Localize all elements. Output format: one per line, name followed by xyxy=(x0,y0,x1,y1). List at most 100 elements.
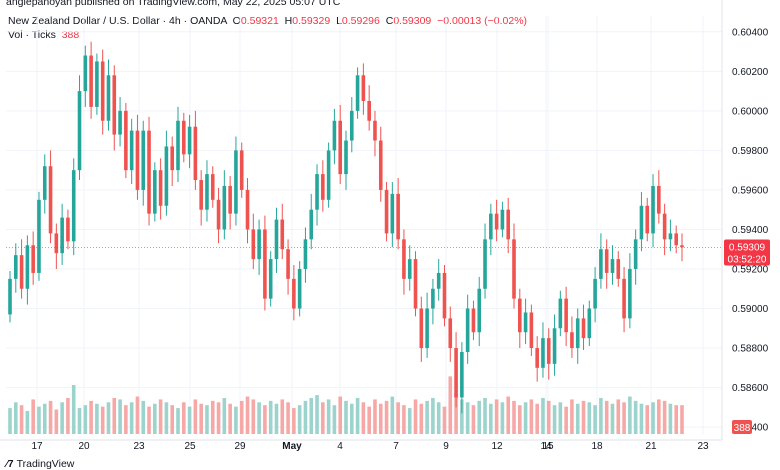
candle-body xyxy=(42,166,47,200)
candle-body xyxy=(413,259,418,309)
volume-bar xyxy=(257,402,261,434)
volume-bar xyxy=(610,403,615,434)
candle-body xyxy=(193,126,198,181)
volume-bar xyxy=(263,405,267,434)
close-value: 0.59309 xyxy=(393,15,432,27)
candle-body xyxy=(425,308,429,349)
volume-bar xyxy=(454,393,458,434)
candle-body xyxy=(407,259,412,279)
volume-bar xyxy=(645,405,650,434)
volume-bar xyxy=(361,402,366,434)
x-tick-label: 23 xyxy=(133,441,145,452)
volume-bar xyxy=(616,399,621,434)
candle-body xyxy=(71,170,76,242)
candle-body xyxy=(239,150,244,190)
candle-body xyxy=(338,120,343,175)
candle-body xyxy=(402,239,406,279)
volume-bar xyxy=(529,399,534,434)
candle-body xyxy=(570,332,574,349)
volume-bar xyxy=(31,399,35,434)
candle-body xyxy=(622,278,626,319)
volume-bar xyxy=(552,405,557,434)
volume-bar xyxy=(153,403,157,434)
volume-bar xyxy=(494,399,499,434)
volume-bar xyxy=(210,400,215,434)
volume-bar xyxy=(13,402,18,434)
candle-body xyxy=(205,174,209,210)
volume-bar xyxy=(483,397,487,434)
candle-body xyxy=(210,174,215,200)
candle-body xyxy=(610,259,615,273)
volume-bar xyxy=(54,409,59,434)
volume-bar xyxy=(604,400,609,434)
candle-body xyxy=(639,205,644,240)
volume-bar xyxy=(25,410,30,434)
volume-bar xyxy=(680,405,684,434)
volume-bar xyxy=(546,400,551,434)
candle-body xyxy=(657,185,661,214)
candle-body xyxy=(286,249,290,279)
candle-body xyxy=(535,348,539,368)
volume-bar xyxy=(407,408,412,434)
candle-body xyxy=(645,205,650,234)
published-line: anglepanoyan published on TradingView.co… xyxy=(6,0,341,8)
volume-bar xyxy=(367,406,371,434)
volume-bar xyxy=(135,396,140,434)
candle-body xyxy=(593,278,597,309)
volume-bar xyxy=(349,403,354,434)
candle-body xyxy=(361,75,366,101)
x-tick-label: 12 xyxy=(491,441,503,452)
candle-body xyxy=(228,185,232,214)
candle-body xyxy=(378,140,383,190)
volume-bar xyxy=(95,403,99,434)
candle-body xyxy=(460,351,464,398)
volume-bar xyxy=(286,402,290,434)
candle-body xyxy=(564,298,568,333)
volume-bar xyxy=(8,408,12,434)
x-tick-label: 20 xyxy=(78,441,90,452)
volume-bar xyxy=(431,397,435,434)
candle-body xyxy=(187,126,192,155)
volume-bar xyxy=(465,402,470,434)
price-axis[interactable]: 0.60400 0.60200 0.60000 0.59800 0.59600 0.594… xyxy=(732,27,769,433)
volume-bar xyxy=(570,399,574,434)
symbol-name[interactable]: New Zealand Dollar / U.S. Dollar · 4h · … xyxy=(8,15,227,27)
candle-body xyxy=(599,249,603,279)
x-tick-label: May xyxy=(282,441,302,452)
volume-bar xyxy=(413,399,418,434)
candle-body xyxy=(222,185,227,230)
open-label: O xyxy=(232,15,241,27)
candle-body xyxy=(251,229,256,260)
volume-bar xyxy=(118,399,122,434)
candle-body xyxy=(181,120,186,155)
candle-body xyxy=(292,278,296,309)
volume-bar xyxy=(19,405,24,434)
candle-body xyxy=(257,229,261,260)
volume-bar xyxy=(384,400,389,434)
volume-bar xyxy=(303,400,308,434)
candle-body xyxy=(153,170,157,214)
candle-body xyxy=(575,318,580,349)
volume-bar xyxy=(222,397,227,434)
volume-bar xyxy=(199,403,203,434)
candle-body xyxy=(344,140,348,175)
volume-bar xyxy=(489,403,493,434)
volume-bar xyxy=(662,400,667,434)
y-tick-label: 0.60200 xyxy=(732,67,769,78)
volume-bar xyxy=(402,405,406,434)
volume-bar xyxy=(517,405,522,434)
x-tick-label: 9 xyxy=(443,441,449,452)
volume-bar xyxy=(326,399,331,434)
candle-body xyxy=(106,75,111,121)
candle-body xyxy=(13,255,18,279)
volume-bar xyxy=(77,408,82,434)
volume-bar xyxy=(512,400,516,434)
volume-bar xyxy=(292,408,296,434)
candle-body xyxy=(95,61,99,107)
candle-body xyxy=(164,146,169,206)
candle-body xyxy=(442,272,447,319)
volume-bar xyxy=(541,397,545,434)
candle-body xyxy=(37,199,41,273)
